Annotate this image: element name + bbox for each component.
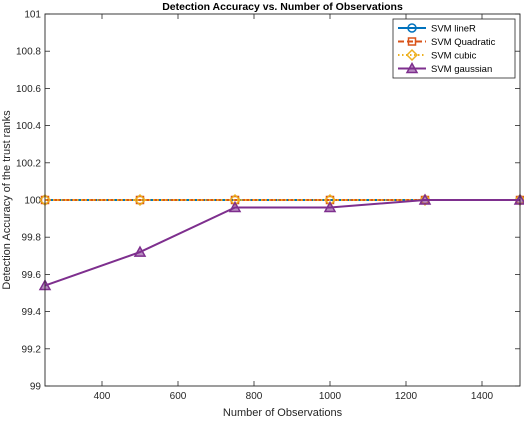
y-tick-label: 100 (24, 196, 41, 207)
legend-marker (407, 23, 417, 33)
chart-title: Detection Accuracy vs. Number of Observa… (162, 1, 403, 13)
data-point (133, 193, 147, 207)
x-tick-label: 1400 (471, 391, 494, 402)
x-tick-label: 800 (246, 391, 263, 402)
legend-item: SVM Quadratic (398, 37, 496, 48)
y-tick-label: 100.4 (16, 121, 41, 132)
y-tick-label: 100.8 (16, 47, 41, 58)
data-point (228, 200, 242, 213)
series-line (44, 199, 520, 287)
axes-box (44, 13, 521, 387)
legend-marker (405, 48, 419, 62)
legend-label: SVM cubic (431, 51, 477, 62)
x-tick-label: 1000 (319, 391, 342, 402)
y-tick-label: 100.6 (16, 84, 41, 95)
y-tick-label: 99.6 (22, 270, 42, 281)
legend-label: SVM lineR (431, 24, 476, 35)
data-point (418, 193, 432, 207)
legend-marker (405, 61, 419, 74)
y-axis-label: Detection Accuracy of the trust ranks (1, 110, 13, 290)
data-point (323, 200, 337, 213)
y-tick-label: 99 (30, 382, 42, 393)
legend-label: SVM Quadratic (431, 37, 496, 48)
legend: SVM lineR SVM Quadratic SVM cubic SVM gauss… (392, 18, 516, 79)
y-tick-label: 99.2 (22, 344, 42, 355)
x-tick-label: 1200 (395, 391, 418, 402)
y-tick-label: 99.4 (22, 307, 42, 318)
y-tick-label: 100.2 (16, 158, 41, 169)
legend-item: SVM gaussian (398, 61, 492, 75)
legend-marker (407, 37, 417, 46)
series-svm-gaussian (38, 193, 524, 291)
y-tick-label: 99.8 (22, 233, 42, 244)
data-point (133, 245, 147, 257)
y-tick-label: 101 (24, 10, 41, 21)
data-point (135, 195, 145, 205)
x-tick-label: 600 (170, 391, 187, 402)
legend-item: SVM cubic (398, 48, 477, 62)
x-axis-label: Number of Observations (223, 407, 343, 419)
legend-label: SVM gaussian (431, 64, 492, 75)
data-point (418, 193, 432, 205)
x-tick-label: 400 (94, 391, 111, 402)
legend-item: SVM lineR (398, 23, 476, 35)
